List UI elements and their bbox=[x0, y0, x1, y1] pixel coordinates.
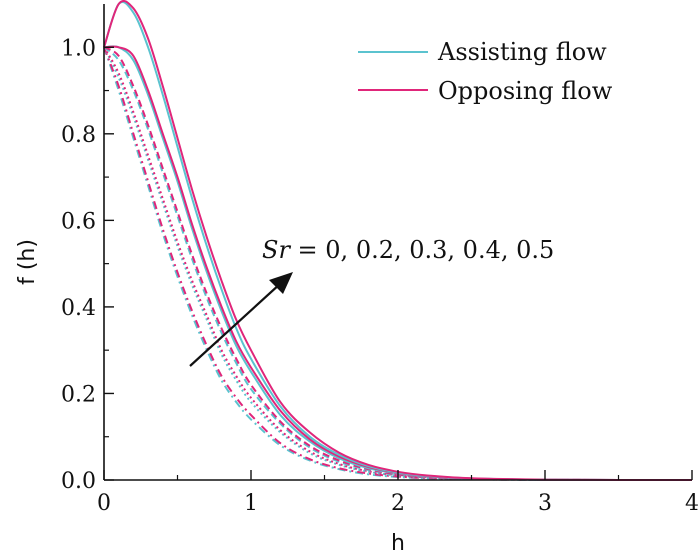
x-tick-label: 3 bbox=[538, 491, 552, 516]
sr-annotation-text: Sr = 0, 0.2, 0.3, 0.4, 0.5 bbox=[262, 236, 554, 264]
legend: Assisting flow Opposing flow bbox=[358, 38, 613, 105]
sr-symbol: Sr bbox=[262, 236, 291, 264]
y-tick-label: 0.6 bbox=[61, 209, 96, 234]
y-tick-label: 0.0 bbox=[61, 469, 96, 494]
legend-label-opposing: Opposing flow bbox=[438, 77, 613, 105]
series-line-opposing-sr-0-3 bbox=[103, 46, 692, 482]
series-line-assisting-sr-0 bbox=[103, 46, 692, 482]
sr-annotation: Sr = 0, 0.2, 0.3, 0.4, 0.5 bbox=[189, 236, 554, 367]
y-tick-label: 0.2 bbox=[61, 382, 96, 407]
x-tick-label: 1 bbox=[244, 491, 258, 516]
x-tick-label: 0 bbox=[97, 491, 111, 516]
legend-label-assisting: Assisting flow bbox=[437, 38, 607, 66]
x-tick-label: 2 bbox=[391, 491, 405, 516]
y-axis-label: f (h) bbox=[15, 239, 40, 285]
y-tick-label: 0.8 bbox=[61, 123, 96, 148]
sr-values: = 0, 0.2, 0.3, 0.4, 0.5 bbox=[290, 236, 554, 264]
tick-layer: 0 1 2 3 4 0.0 0.2 0.4 0.6 0.8 1.0 bbox=[61, 36, 699, 516]
sr-arrow bbox=[189, 282, 282, 367]
x-tick-label: 4 bbox=[685, 491, 699, 516]
sr-arrowhead bbox=[269, 272, 293, 294]
series-line-assisting-sr-0-3 bbox=[103, 46, 692, 482]
x-axis-label: h bbox=[391, 531, 405, 556]
y-tick-label: 0.4 bbox=[61, 296, 96, 321]
y-tick-label: 1.0 bbox=[61, 36, 96, 61]
